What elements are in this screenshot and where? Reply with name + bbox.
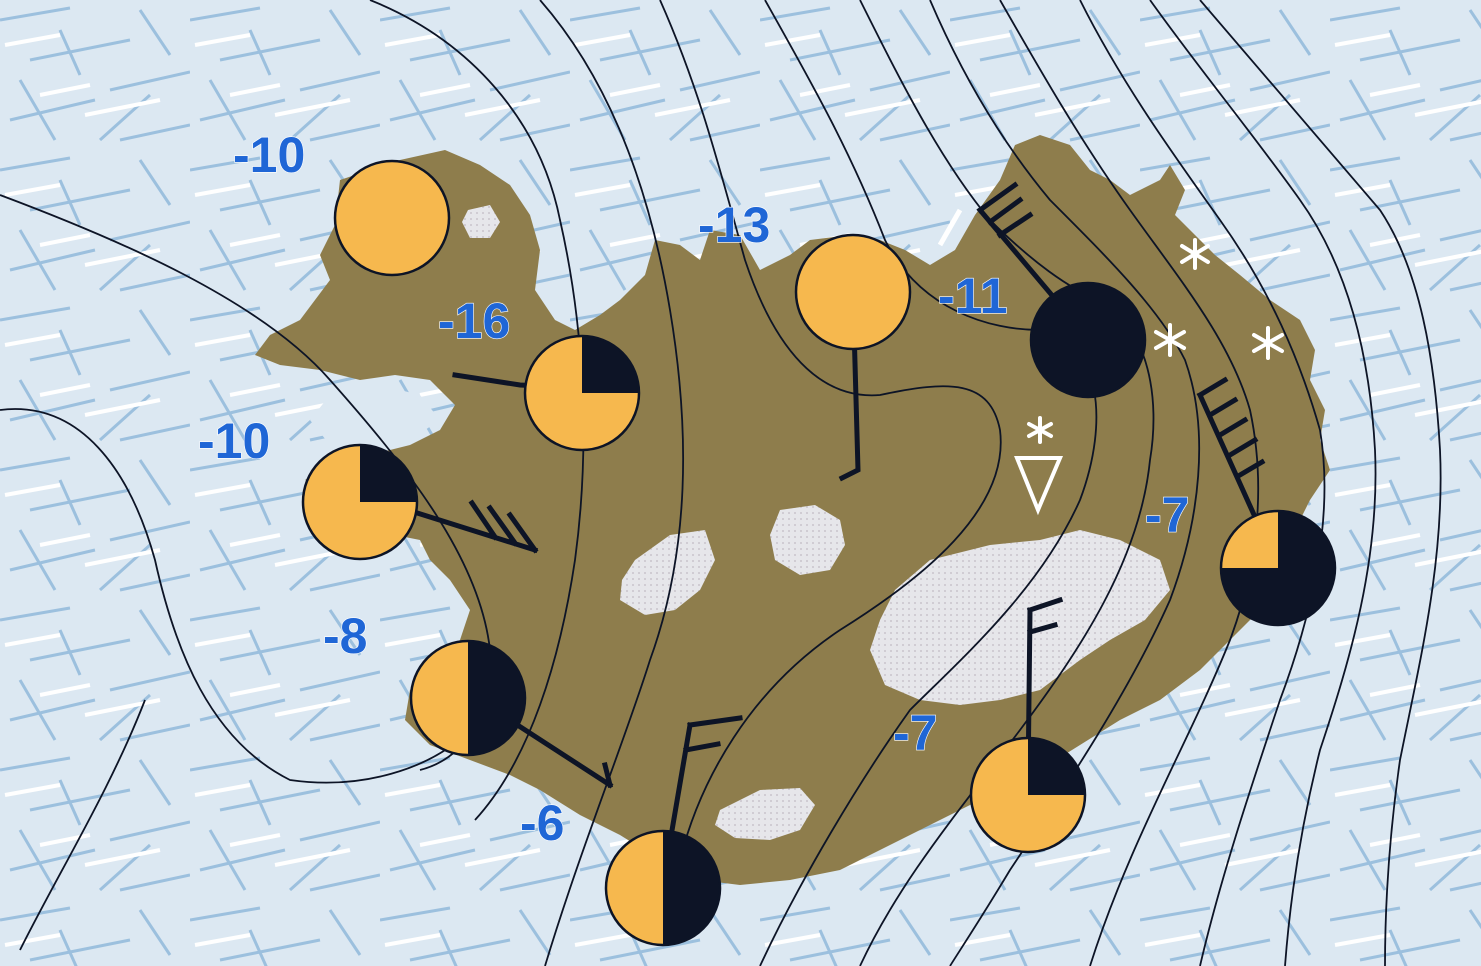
wind-barb-east	[1196, 376, 1282, 572]
station-north	[794, 233, 912, 351]
station-ring	[1029, 281, 1147, 399]
wind-barb-north	[838, 289, 861, 482]
snowflake-icon	[1154, 323, 1186, 357]
station-east	[1219, 509, 1337, 627]
station-disc	[335, 161, 449, 275]
weather-symbols	[1014, 238, 1284, 516]
temperature-label: -7	[1145, 487, 1189, 543]
temperature-label: -10	[233, 127, 305, 183]
temperature-label: -10	[198, 413, 270, 469]
station-westfjords-south	[523, 334, 641, 452]
station-northeast	[1029, 281, 1147, 399]
station-ring	[301, 443, 419, 561]
station-south	[604, 829, 722, 947]
snowflake-icon	[1252, 326, 1284, 360]
cloud-cover-sector	[468, 641, 525, 755]
station-ring	[523, 334, 641, 452]
cloud-cover-sector	[1028, 738, 1085, 795]
wind-barb-snaefellsnes	[356, 491, 539, 554]
temperature-label: -11	[938, 268, 1008, 324]
station-nw-tip	[333, 159, 451, 277]
wind-barb-northeast	[937, 181, 1092, 342]
temperature-label: -8	[323, 608, 367, 664]
station-ring	[409, 639, 527, 757]
temperature-label: -16	[438, 293, 510, 349]
station-ring	[333, 159, 451, 277]
station-disc	[796, 235, 910, 349]
cloud-cover-sector	[582, 336, 639, 393]
temperature-label: -7	[893, 705, 937, 761]
stations	[301, 159, 1337, 947]
snowflake-icon	[1180, 238, 1210, 270]
temperature-labels: -10 -16 -10 -8 -6 -13 -11 -7 -7	[197, 126, 1190, 851]
station-snaefellsnes	[301, 443, 419, 561]
cloud-cover-sector	[663, 831, 720, 945]
station-ring	[604, 829, 722, 947]
temperature-label: -6	[520, 795, 564, 851]
station-ring	[794, 233, 912, 351]
cloud-cover-sector	[1221, 511, 1335, 625]
station-ring	[969, 736, 1087, 854]
snow-shower-icon	[1014, 416, 1064, 516]
station-disc	[1031, 283, 1145, 397]
temperature-label: -13	[698, 197, 770, 253]
cloud-cover-sector	[360, 445, 417, 502]
station-southwest	[409, 639, 527, 757]
glaciers	[462, 205, 1170, 840]
station-ring	[1219, 509, 1337, 627]
station-southeast	[969, 736, 1087, 854]
